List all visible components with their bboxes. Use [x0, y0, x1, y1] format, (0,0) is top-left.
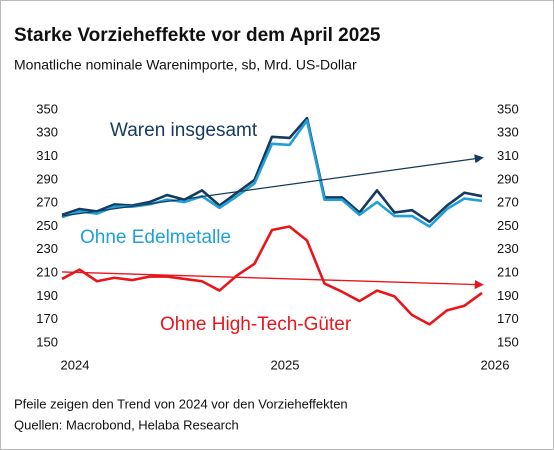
y-tick-label: 150: [36, 334, 58, 349]
y-tick-label: 290: [36, 171, 58, 186]
y-tick-label: 330: [36, 125, 58, 140]
y-tick-label-right: 170: [497, 311, 519, 326]
y-tick-label: 250: [36, 218, 58, 233]
source: Quellen: Macrobond, Helaba Research: [14, 417, 239, 432]
y-tick-label-right: 230: [497, 241, 519, 256]
y-tick-label-right: 290: [497, 171, 519, 186]
series-label: Waren insgesamt: [110, 120, 258, 141]
series-label: Ohne Edelmetalle: [80, 227, 231, 248]
x-tick-label: 2025: [271, 357, 300, 372]
y-tick-label: 190: [36, 288, 58, 303]
y-tick-label: 310: [36, 148, 58, 163]
y-tick-label: 350: [36, 101, 58, 116]
y-tick-label: 170: [36, 311, 58, 326]
y-tick-label-right: 310: [497, 148, 519, 163]
chart-subtitle: Monatliche nominale Warenimporte, sb, Mr…: [14, 57, 357, 73]
y-tick-label-right: 190: [497, 288, 519, 303]
y-tick-label-right: 350: [497, 101, 519, 116]
x-tick-label: 2024: [61, 357, 90, 372]
series-line: [61, 225, 483, 326]
y-tick-label-right: 210: [497, 265, 519, 280]
series-label: Ohne High-Tech-Güter: [160, 314, 352, 335]
chart-title: Starke Vorzieheffekte vor dem April 2025: [14, 25, 381, 46]
y-tick-label: 210: [36, 265, 58, 280]
y-tick-label-right: 330: [497, 125, 519, 140]
y-tick-label-right: 270: [497, 195, 519, 210]
trend-arrow: [61, 271, 484, 290]
y-tick-label: 230: [36, 241, 58, 256]
y-tick-label-right: 250: [497, 218, 519, 233]
note: Pfeile zeigen den Trend von 2024 vor den…: [14, 396, 348, 411]
y-tick-label: 270: [36, 195, 58, 210]
x-tick-label: 2026: [481, 357, 510, 372]
y-tick-label-right: 150: [497, 334, 519, 349]
trend-arrow: [61, 154, 484, 217]
